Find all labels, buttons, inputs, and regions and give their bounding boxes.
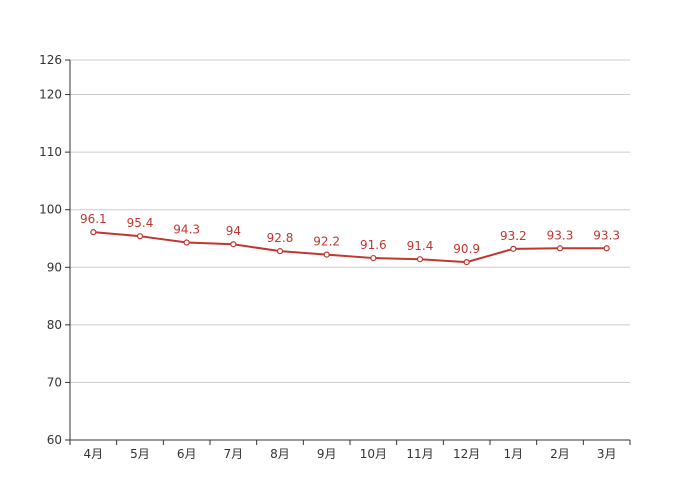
y-tick-label: 60: [47, 433, 62, 447]
y-tick-label: 126: [39, 53, 62, 67]
y-tick-label: 100: [39, 203, 62, 217]
data-label: 90.9: [453, 242, 480, 256]
data-point: [370, 254, 377, 262]
data-point: [463, 258, 470, 266]
data-label: 92.2: [313, 235, 340, 249]
x-tick-label: 12月: [453, 447, 480, 461]
data-label: 91.6: [360, 238, 387, 252]
data-point: [510, 245, 517, 252]
y-tick-label: 80: [47, 318, 62, 332]
data-point: [183, 239, 190, 246]
data-point: [276, 248, 284, 255]
data-label: 94: [226, 224, 241, 238]
x-tick-label: 6月: [177, 447, 197, 461]
x-tick-label: 5月: [130, 447, 150, 461]
data-label: 93.3: [593, 228, 620, 242]
y-tick-label: 90: [47, 260, 62, 274]
data-label: 95.4: [127, 216, 154, 230]
data-label: 96.1: [80, 212, 107, 226]
x-tick-label: 2月: [550, 447, 570, 461]
y-tick-label: 70: [47, 375, 62, 389]
data-point: [323, 251, 330, 258]
data-point: [230, 241, 237, 248]
data-point: [136, 233, 144, 240]
grid-lines: [70, 59, 630, 383]
x-tick-label: 8月: [270, 447, 290, 461]
data-label: 91.4: [407, 239, 434, 253]
data-label: 94.3: [173, 223, 200, 237]
x-tick-label: 4月: [84, 447, 104, 461]
x-tick-label: 7月: [224, 447, 244, 461]
x-tick-label: 11月: [406, 447, 433, 461]
data-point: [90, 229, 97, 236]
data-labels: 96.1 95.4 94.3 94 92.8 92.2 91.6 91.4 90.9 93.2 93…: [80, 212, 620, 256]
x-tick-label: 1月: [504, 447, 524, 461]
axes: [65, 59, 631, 445]
data-point: [556, 245, 564, 252]
x-tick-label: 3月: [597, 447, 617, 461]
data-label: 93.2: [500, 229, 527, 243]
y-tick-label: 110: [39, 145, 62, 159]
tick-labels: 60 70 80 90 100 110 120 126 4月 5月 6月 7月 8月 9月 10月 11月 12…: [39, 53, 616, 461]
series-group: [90, 229, 610, 266]
series-line: [93, 231, 607, 264]
data-label: 93.3: [547, 228, 574, 242]
data-point: [603, 245, 610, 252]
x-tick-label: 9月: [317, 447, 337, 461]
data-label: 92.8: [267, 231, 294, 245]
y-tick-label: 120: [39, 88, 62, 102]
data-point: [416, 256, 424, 263]
x-tick-label: 10月: [360, 447, 387, 461]
